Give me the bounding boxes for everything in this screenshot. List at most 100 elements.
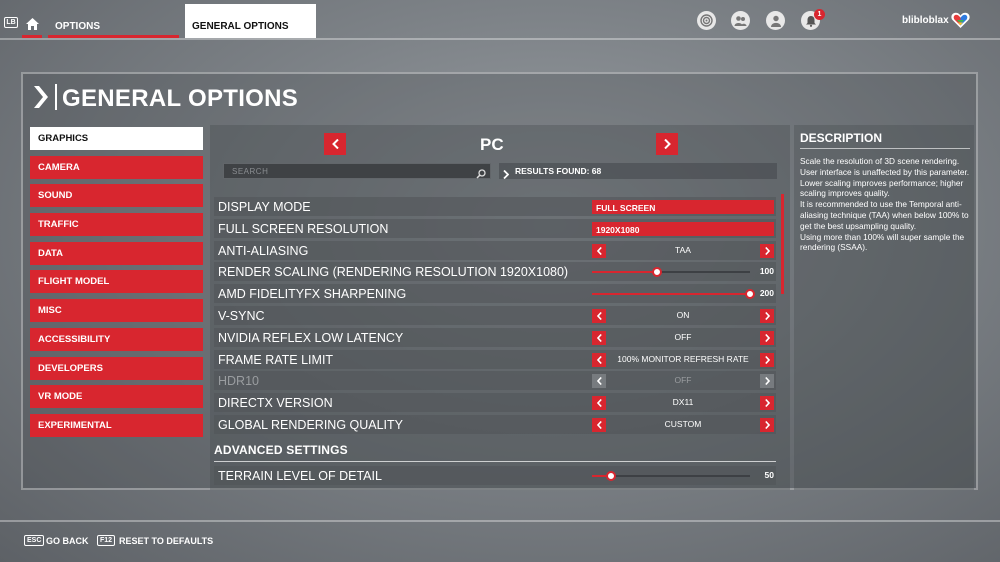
setting-dropdown[interactable]: 1920X1080 [592,221,774,236]
nav-options-underline [48,35,179,38]
chevron-left-icon [596,399,602,408]
setting-slider[interactable] [592,289,755,300]
bell-icon [805,15,816,27]
setting-row-frame-rate-limit[interactable]: FRAME RATE LIMIT 100% MONITOR REFRESH RAT… [214,349,776,369]
category-developers[interactable]: DEVELOPERS [30,356,203,380]
setting-label: DISPLAY MODE [218,200,311,214]
setting-row-hdr10: HDR10 OFF [214,371,776,391]
setting-prev-button[interactable] [592,309,606,323]
description-text: Scale the resolution of 3D scene renderi… [800,156,972,253]
chevron-left-icon [596,312,602,320]
setting-prev-button[interactable] [592,352,606,367]
description-line: Scale the resolution of 3D scene renderi… [800,156,970,177]
setting-next-button[interactable] [760,418,774,432]
setting-label: TERRAIN LEVEL OF DETAIL [218,469,382,483]
setting-next-button[interactable] [760,243,774,258]
setting-label: GLOBAL RENDERING QUALITY [218,418,403,432]
setting-next-button[interactable] [760,352,774,367]
setting-row-anti-aliasing[interactable]: ANTI-ALIASING TAA [214,240,776,260]
reset-defaults-button[interactable]: RESET TO DEFAULTS [119,536,214,546]
results-bar: RESULTS FOUND: 68 [499,163,777,180]
setting-slider[interactable] [592,267,750,278]
setting-label: FRAME RATE LIMIT [218,352,334,367]
setting-row-global-rendering-quality[interactable]: GLOBAL RENDERING QUALITY CUSTOM [214,415,776,434]
nav-options[interactable]: OPTIONS [55,21,101,32]
setting-row-directx-version[interactable]: DIRECTX VERSION DX11 [214,393,776,413]
chevron-right-icon [764,355,770,364]
chevron-right-icon [764,246,770,255]
slider-thumb[interactable] [651,267,662,278]
category-flight-model[interactable]: FLIGHT MODEL [30,270,203,294]
slider-thumb[interactable] [745,289,755,300]
setting-row-v-sync[interactable]: V-SYNC ON [214,306,776,325]
friends-button[interactable] [731,11,750,30]
category-accessibility[interactable]: ACCESSIBILITY [30,327,203,351]
setting-row-terrain-level-of-detail[interactable]: TERRAIN LEVEL OF DETAIL 50 [214,466,776,485]
category-sound[interactable]: SOUND [30,184,203,208]
lb-key-hint: LB [4,17,18,28]
setting-row-render-scaling-rendering-resolution-1920x1080[interactable]: RENDER SCALING (RENDERING RESOLUTION 192… [214,262,776,282]
setting-value: CUSTOM [664,419,702,429]
setting-next-button[interactable] [760,309,774,323]
setting-next-button[interactable] [760,330,774,345]
chevron-left-icon [596,377,602,386]
category-data[interactable]: DATA [30,241,203,265]
chevron-left-icon [596,333,602,342]
nav-general-options[interactable]: GENERAL OPTIONS [185,4,316,38]
chevron-right-icon [663,139,671,149]
platform-next-button[interactable] [656,133,678,155]
category-traffic[interactable]: TRAFFIC [30,213,203,237]
f12-key-hint: F12 [97,535,116,546]
description-line: Lower scaling improves performance; high… [800,177,964,199]
setting-next-button[interactable] [760,396,774,411]
setting-row-nvidia-reflex-low-latency[interactable]: NVIDIA REFLEX LOW LATENCY OFF [214,327,776,347]
setting-prev-button[interactable] [592,396,606,411]
setting-slider[interactable] [592,471,750,481]
setting-value: OFF [674,375,692,386]
description-panel: DESCRIPTION Scale the resolution of 3D s… [794,125,974,490]
scrollbar[interactable] [781,194,784,294]
setting-row-full-screen-resolution[interactable]: FULL SCREEN RESOLUTION 1920X1080 [214,218,776,238]
slider-thumb[interactable] [605,471,616,481]
setting-row-amd-fidelityfx-sharpening[interactable]: AMD FIDELITYFX SHARPENING 200 [214,284,776,304]
chevron-left-icon [331,139,339,149]
esc-key-hint: ESC [24,535,45,546]
category-graphics[interactable]: GRAPHICS [30,127,203,150]
description-line: It is recommended to use the Temporal an… [800,199,969,231]
category-experimental[interactable]: EXPERIMENTAL [30,413,203,437]
chevron-left-icon [596,421,602,429]
category-vr-mode[interactable]: VR MODE [30,385,203,409]
go-back-button[interactable]: GO BACK [46,536,89,546]
slider-fill [592,271,657,274]
search-input[interactable]: SEARCH [223,163,491,179]
setting-value: TAA [675,244,691,255]
setting-value: ON [676,310,690,320]
home-button[interactable] [22,14,42,34]
chevron-left-icon [596,246,602,255]
setting-prev-button[interactable] [592,243,606,258]
setting-value: 100 [759,266,774,277]
profile-button[interactable] [766,11,785,30]
options-panel: GENERAL OPTIONS GRAPHICS CAMERA SOUND TRAFF… [21,72,978,490]
category-camera[interactable]: CAMERA [30,155,203,179]
setting-prev-button[interactable] [592,418,606,432]
setting-dropdown[interactable]: FULL SCREEN [592,200,774,214]
setting-prev-button[interactable] [592,330,606,345]
setting-next-button [760,374,774,389]
setting-row-display-mode[interactable]: DISPLAY MODE FULL SCREEN [214,197,776,216]
notification-badge: 1 [814,9,825,20]
setting-prev-button [592,374,606,389]
chevron-right-icon [764,399,770,408]
category-list: GRAPHICS CAMERA SOUND TRAFFIC DATA FLIGHT MOD… [30,127,203,443]
settings-list: PC SEARCH RESULTS FOUND: 68 DISPLAY MODE… [210,125,790,490]
section-header-advanced: ADVANCED SETTINGS [214,443,348,457]
description-divider [800,148,970,149]
achievements-button[interactable] [697,11,716,30]
platform-prev-button[interactable] [324,133,346,155]
chevron-right-icon [33,86,48,113]
category-misc[interactable]: MISC [30,299,203,323]
setting-value: DX11 [672,397,694,408]
chevron-right-icon [764,333,770,342]
username[interactable]: blibloblax [902,15,949,26]
description-title: DESCRIPTION [800,131,883,145]
